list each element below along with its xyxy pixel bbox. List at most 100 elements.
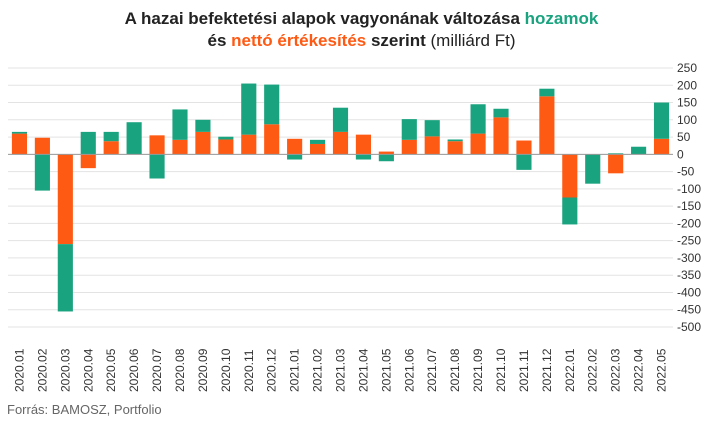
gridlines: [8, 67, 673, 328]
x-tick-label: 2021.09: [471, 348, 485, 392]
bars: [11, 83, 670, 312]
x-tick-label: 2021.01: [288, 348, 302, 392]
title-returns: hozamok: [524, 9, 599, 28]
y-tick-label: -400: [677, 285, 701, 299]
bar-segment: [608, 153, 624, 155]
bar-segment: [103, 131, 119, 142]
bar-segment: [653, 102, 670, 139]
bar-segment: [378, 154, 394, 162]
bar-segment: [149, 154, 165, 179]
bar-segment: [241, 134, 257, 155]
y-tick-label: -300: [677, 251, 701, 265]
bar-segment: [34, 154, 50, 191]
x-tick-label: 2020.10: [219, 348, 233, 392]
bar-segment: [608, 154, 624, 174]
x-tick-label: 2020.05: [104, 348, 118, 392]
y-tick-label: 0: [677, 147, 684, 161]
x-tick-label: 2021.04: [356, 348, 370, 392]
bar-segment: [172, 109, 188, 140]
bar-segment: [401, 119, 417, 140]
bar-segment: [80, 131, 96, 155]
bar-segment: [355, 154, 371, 160]
y-tick-label: 100: [677, 113, 697, 127]
bar-segment: [447, 139, 463, 142]
x-tick-label: 2020.07: [150, 348, 164, 392]
y-tick-label: -200: [677, 216, 701, 230]
bar-segment: [11, 131, 28, 134]
bar-segment: [332, 107, 349, 132]
y-axis-tick-labels: -500-450-400-350-300-250-200-150-100-500…: [677, 61, 701, 334]
x-tick-label: 2021.10: [494, 348, 508, 392]
x-tick-label: 2022.01: [563, 348, 577, 392]
bar-segment: [585, 154, 601, 184]
x-tick-label: 2020.03: [58, 348, 72, 392]
bar-segment: [631, 146, 647, 155]
x-tick-label: 2021.12: [540, 348, 554, 392]
bar-segment: [287, 138, 303, 155]
bar-segment: [149, 135, 165, 155]
bar-segment: [401, 139, 417, 155]
bar-segment: [57, 244, 73, 312]
bar-segment: [470, 104, 486, 134]
y-tick-label: 150: [677, 96, 697, 110]
bar-segment: [241, 83, 257, 135]
x-tick-label: 2021.02: [311, 348, 325, 392]
bar-segment: [195, 131, 211, 155]
title-net-sales: nettó értékesítés: [231, 31, 367, 50]
bar-segment: [470, 133, 486, 155]
x-tick-label: 2020.09: [196, 348, 210, 392]
title-by: szerint: [366, 31, 426, 50]
y-tick-label: 250: [677, 61, 697, 75]
x-tick-label: 2020.01: [12, 348, 26, 392]
bar-segment: [539, 88, 555, 97]
bar-segment: [493, 117, 509, 155]
x-tick-label: 2022.04: [632, 348, 646, 392]
bar-segment: [11, 133, 28, 155]
y-tick-label: -100: [677, 182, 701, 196]
y-tick-label: -450: [677, 303, 701, 317]
bar-segment: [378, 151, 394, 155]
x-tick-label: 2020.08: [173, 348, 187, 392]
bar-segment: [218, 136, 234, 140]
bar-segment: [57, 154, 73, 245]
chart-title: A hazai befektetési alapok vagyonának vá…: [0, 8, 723, 52]
bar-segment: [195, 119, 211, 132]
bar-segment: [264, 84, 280, 125]
x-tick-label: 2021.03: [334, 348, 348, 392]
bar-segment: [653, 138, 670, 155]
bar-segment: [332, 131, 349, 155]
y-tick-label: -350: [677, 268, 701, 282]
bar-segment: [287, 154, 303, 160]
title-prefix: A hazai befektetési alapok vagyonának vá…: [124, 9, 525, 28]
bar-segment: [310, 143, 326, 155]
title-and: és: [207, 31, 232, 50]
bar-segment: [264, 124, 280, 155]
bar-segment: [516, 140, 532, 155]
bar-segment: [218, 139, 234, 155]
x-tick-label: 2020.04: [81, 348, 95, 392]
bar-segment: [80, 154, 96, 169]
title-unit: (milliárd Ft): [425, 31, 516, 50]
x-tick-label: 2021.08: [448, 348, 462, 392]
bar-segment: [493, 108, 509, 118]
x-tick-label: 2020.12: [265, 348, 279, 392]
y-tick-label: -500: [677, 320, 701, 334]
bar-segment: [172, 139, 188, 155]
x-axis-tick-labels: 2020.01 2020.02 2020.03 2020.04 2020.05 2020.…: [12, 348, 668, 392]
y-tick-label: -50: [677, 165, 695, 179]
y-tick-label: -150: [677, 199, 701, 213]
bar-segment: [447, 141, 463, 155]
y-tick-label: 50: [677, 130, 691, 144]
bar-segment: [424, 120, 440, 137]
x-tick-label: 2021.06: [402, 348, 416, 392]
x-tick-label: 2020.02: [35, 348, 49, 392]
title-line-2: és nettó értékesítés szerint (milliárd F…: [0, 30, 723, 52]
bar-segment: [126, 122, 142, 155]
y-tick-label: -250: [677, 234, 701, 248]
source-note: Forrás: BAMOSZ, Portfolio: [7, 402, 162, 417]
x-tick-label: 2020.06: [127, 348, 141, 392]
x-tick-label: 2021.05: [379, 348, 393, 392]
bar-segment: [562, 154, 578, 198]
bar-segment: [516, 154, 532, 170]
